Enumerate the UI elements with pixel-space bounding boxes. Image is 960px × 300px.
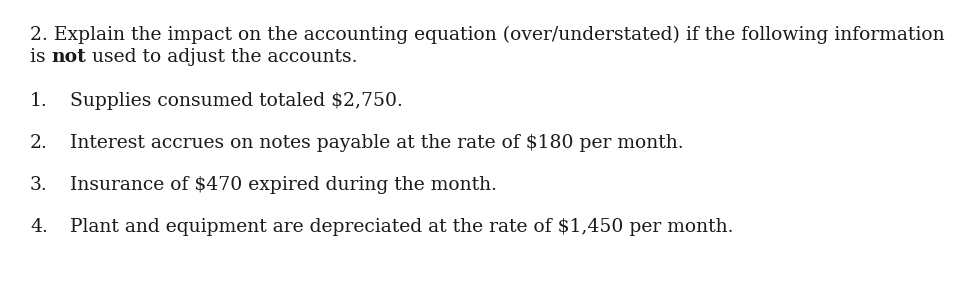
- Text: 2.: 2.: [30, 134, 48, 152]
- Text: Plant and equipment are depreciated at the rate of $1,450 per month.: Plant and equipment are depreciated at t…: [58, 218, 733, 236]
- Text: Interest accrues on notes payable at the rate of $180 per month.: Interest accrues on notes payable at the…: [58, 134, 684, 152]
- Text: 1.: 1.: [30, 92, 48, 110]
- Text: 3.: 3.: [30, 176, 48, 194]
- Text: 4.: 4.: [30, 218, 48, 236]
- Text: Supplies consumed totaled $2,750.: Supplies consumed totaled $2,750.: [58, 92, 403, 110]
- Text: not: not: [52, 48, 86, 66]
- Text: used to adjust the accounts.: used to adjust the accounts.: [86, 48, 358, 66]
- Text: Insurance of $470 expired during the month.: Insurance of $470 expired during the mon…: [58, 176, 497, 194]
- Text: is: is: [30, 48, 52, 66]
- Text: 2. Explain the impact on the accounting equation (over/understated) if the follo: 2. Explain the impact on the accounting …: [30, 26, 945, 44]
